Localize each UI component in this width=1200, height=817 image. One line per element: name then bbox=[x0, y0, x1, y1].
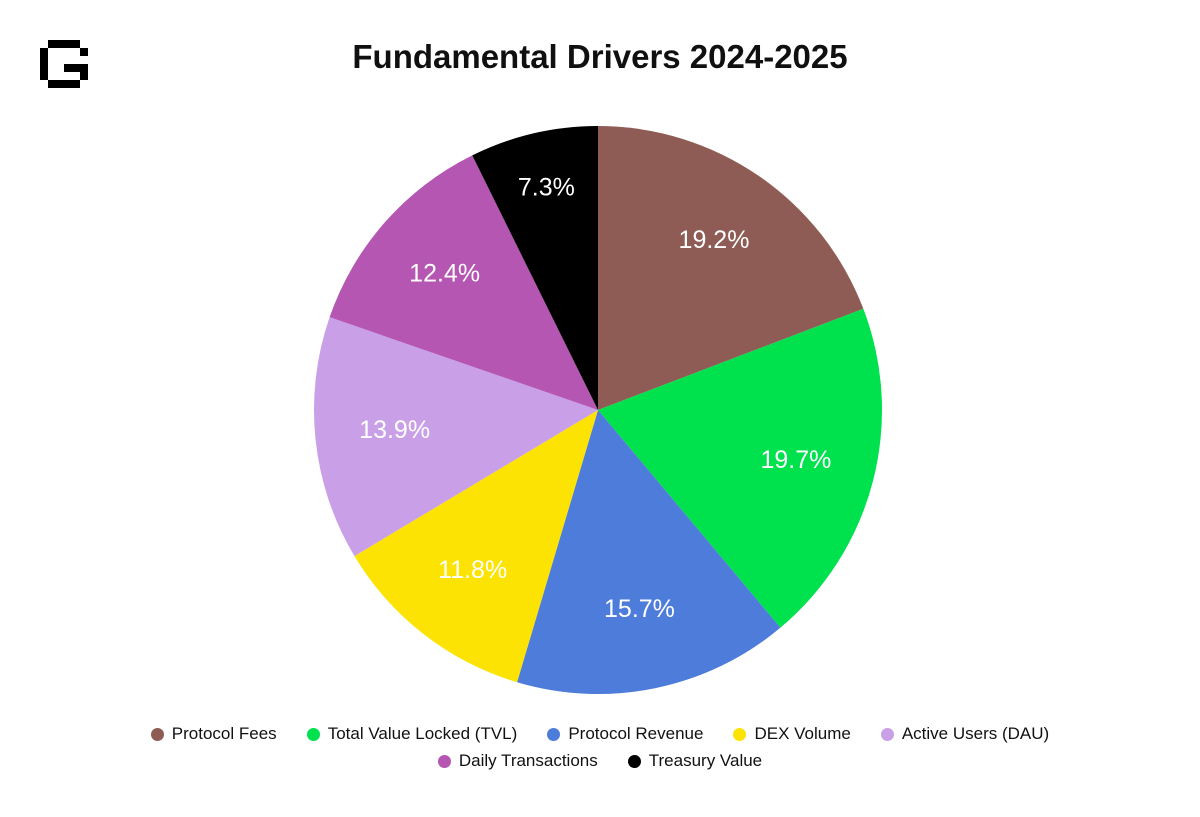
logo-pixel bbox=[40, 48, 48, 56]
slice-percent-label-active-users-dau: 13.9% bbox=[359, 416, 430, 444]
legend-item-dex-volume: DEX Volume bbox=[733, 724, 851, 744]
pie-slice-dex-volume bbox=[354, 410, 598, 683]
legend-label: Protocol Revenue bbox=[568, 724, 704, 743]
legend-label: Daily Transactions bbox=[458, 751, 598, 770]
legend-label: Active Users (DAU) bbox=[901, 724, 1050, 743]
pie-slice-treasury-value bbox=[472, 126, 598, 410]
logo-pixel bbox=[64, 64, 72, 72]
legend-item-daily-transactions: Daily Transactions bbox=[437, 751, 598, 771]
logo-pixel bbox=[48, 40, 56, 48]
slice-percent-label-total-value-locked-tvl: 19.7% bbox=[760, 446, 831, 474]
slice-percent-label-treasury-value: 7.3% bbox=[518, 173, 575, 201]
logo-pixel bbox=[72, 80, 80, 88]
legend-row: Daily Transactions Treasury Value bbox=[437, 751, 763, 771]
legend-item-total-value-locked-tvl: Total Value Locked (TVL) bbox=[306, 724, 518, 744]
legend-label: DEX Volume bbox=[754, 724, 851, 743]
logo-pixel bbox=[72, 64, 80, 72]
logo-pixel bbox=[56, 40, 64, 48]
legend-item-protocol-revenue: Protocol Revenue bbox=[547, 724, 703, 744]
logo-pixel bbox=[56, 80, 64, 88]
logo-pixel bbox=[64, 80, 72, 88]
legend-swatch-icon bbox=[437, 754, 451, 768]
legend-swatch-icon bbox=[150, 727, 164, 741]
logo-pixel bbox=[80, 64, 88, 72]
chart-title: Fundamental Drivers 2024-2025 bbox=[352, 38, 848, 75]
logo-pixel bbox=[72, 40, 80, 48]
legend-swatch-icon bbox=[627, 754, 641, 768]
pie-slice-active-users-dau bbox=[313, 317, 598, 557]
logo-pixel bbox=[80, 48, 88, 56]
logo-pixel bbox=[80, 72, 88, 80]
slice-percent-label-dex-volume: 11.8% bbox=[438, 556, 507, 584]
legend-item-treasury-value: Treasury Value bbox=[627, 751, 763, 771]
legend-row: Protocol Fees Total Value Locked (TVL) Pro… bbox=[150, 724, 1050, 744]
logo-pixel bbox=[40, 64, 48, 72]
legend-label: Treasury Value bbox=[648, 751, 763, 770]
legend-item-protocol-fees: Protocol Fees bbox=[150, 724, 277, 744]
chart-legend: Protocol Fees Total Value Locked (TVL) Pro… bbox=[0, 724, 1200, 771]
legend-swatch-icon bbox=[547, 727, 561, 741]
pie-slice-daily-transactions bbox=[329, 155, 598, 410]
logo-pixel bbox=[40, 56, 48, 64]
pie-slice-protocol-revenue bbox=[517, 410, 781, 694]
legend-swatch-icon bbox=[880, 727, 894, 741]
pie-slice-total-value-locked-tvl bbox=[598, 308, 882, 628]
legend-swatch-icon bbox=[306, 727, 320, 741]
legend-label: Total Value Locked (TVL) bbox=[327, 724, 518, 743]
legend-label: Protocol Fees bbox=[171, 724, 277, 743]
pie-slice-protocol-fees bbox=[598, 126, 864, 410]
slice-percent-label-protocol-fees: 19.2% bbox=[679, 226, 750, 254]
logo-pixel bbox=[40, 72, 48, 80]
slice-percent-label-protocol-revenue: 15.7% bbox=[604, 595, 675, 623]
legend-item-active-users-dau: Active Users (DAU) bbox=[880, 724, 1050, 744]
logo-pixel bbox=[64, 40, 72, 48]
pixel-g-logo-icon bbox=[40, 40, 88, 88]
logo-pixel bbox=[48, 80, 56, 88]
slice-percent-label-daily-transactions: 12.4% bbox=[409, 259, 480, 287]
legend-swatch-icon bbox=[733, 727, 747, 741]
